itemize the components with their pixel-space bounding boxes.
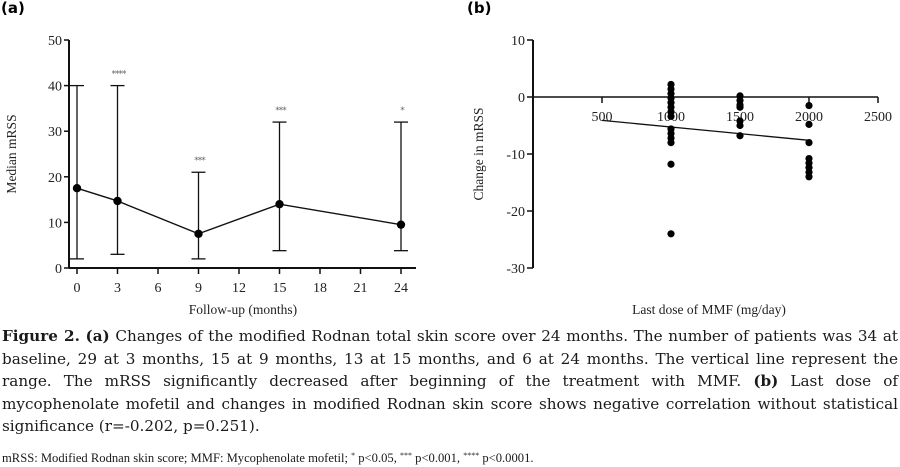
chart-b-x-tick-label: 2000 [795,110,823,125]
chart-b-scatter-point [805,120,813,128]
chart-a-y-tick-label: 10 [48,216,62,231]
chart-a-axes: 0 10 20 30 40 50 0 3 6 9 12 15 18 21 24 [48,34,416,296]
caption-a-text: Changes of the modified Rodnan total ski… [2,327,898,391]
footnote-text-4: p<0.0001. [479,451,534,465]
chart-b-y-tick-label: -30 [506,262,525,277]
chart-a-significance-label: *** [194,156,206,166]
chart-a-median-line [76,187,402,235]
chart-a-y-axis-title: Median mRSS [4,114,19,193]
chart-a-y-tick-label: 40 [48,80,62,95]
chart-b-x-tick-label: 500 [592,110,613,125]
figure-footnote: mRSS: Modified Rodnan skin score; MMF: M… [2,451,534,466]
chart-b-scatter-point [736,121,744,130]
chart-a-x-tick-label: 18 [313,281,327,296]
chart-b-scatter-point [805,173,813,181]
chart-a-x-tick-label: 9 [195,281,202,296]
chart-a-x-tick-label: 24 [394,281,408,296]
chart-a-median-point [113,196,122,206]
chart-b-x-tick-label: 2500 [864,110,892,125]
figure-caption: Figure 2. (a) Changes of the modified Ro… [2,325,898,438]
chart-b-y-tick-label: -10 [506,148,525,163]
chart-b-scatter-point [805,101,813,110]
chart-a-x-tick-label: 3 [114,281,121,296]
footnote-abbreviations: mRSS: Modified Rodnan skin score; MMF: M… [2,451,352,465]
chart-a-significance-label: * [400,106,405,116]
chart-a-x-tick-label: 15 [273,281,287,296]
chart-a-x-axis-title: Follow-up (months) [189,302,297,317]
chart-b-scatter-point [805,139,813,147]
chart-b-scatter-point [667,139,675,147]
chart-a-x-tick-label: 21 [354,281,368,296]
chart-a-x-tick-label: 12 [232,281,246,296]
chart-a-median-point [72,184,82,193]
chart-b-y-axis-title: Change in mRSS [471,107,486,200]
chart-b-axes: 100-10-20-305001000150020002500 [506,34,892,277]
chart-b-scatter-point [667,160,675,168]
chart-b-scatter-point [667,230,675,238]
panel-a-label: (a) [1,0,25,17]
chart-a-x-tick-label: 0 [74,281,81,296]
chart-b-marks [601,80,813,238]
chart-a-y-tick-label: 30 [48,125,62,140]
footnote-text-2: p<0.05, [355,451,400,465]
chart-b-regression-line [601,119,810,141]
chart-a-median-point [194,229,203,238]
caption-b-text: Last dose of mycophenolate mofetil and c… [2,372,898,436]
chart-a-marks: ********** * [70,70,408,260]
chart-b-y-tick-label: -20 [506,205,525,220]
caption-figure-label: Figure 2. [2,327,80,345]
footnote-sig-1: * [351,451,356,460]
caption-a-label: (a) [85,327,110,345]
chart-b-scatter-point [667,112,675,120]
chart-b-y-tick-label: 10 [511,34,525,49]
chart-a-significance-label: **** [112,70,128,80]
chart-b-scatter-point [736,103,744,111]
panel-b-label: (b) [467,0,491,17]
chart-a-median-point [396,220,406,229]
chart-b-scatter-point [736,132,744,140]
chart-b: (b) 100-10-20-305001000150020002500 Last… [467,0,892,317]
chart-a-significance-label: *** [275,106,287,116]
chart-b-y-tick-label: 0 [518,91,525,106]
chart-a-x-tick-label: 6 [155,281,162,296]
footnote-sig-3: *** [400,451,412,460]
chart-a-y-tick-label: 0 [55,262,62,277]
chart-a-median-point [275,199,284,209]
caption-b-label: (b) [753,372,779,391]
footnote-text-3: p<0.001, [412,451,464,465]
footnote-sig-4: **** [463,451,480,460]
chart-b-x-axis-title: Last dose of MMF (mg/day) [632,302,786,317]
chart-a-y-tick-label: 50 [48,34,62,49]
chart-a-y-tick-label: 20 [48,171,62,186]
